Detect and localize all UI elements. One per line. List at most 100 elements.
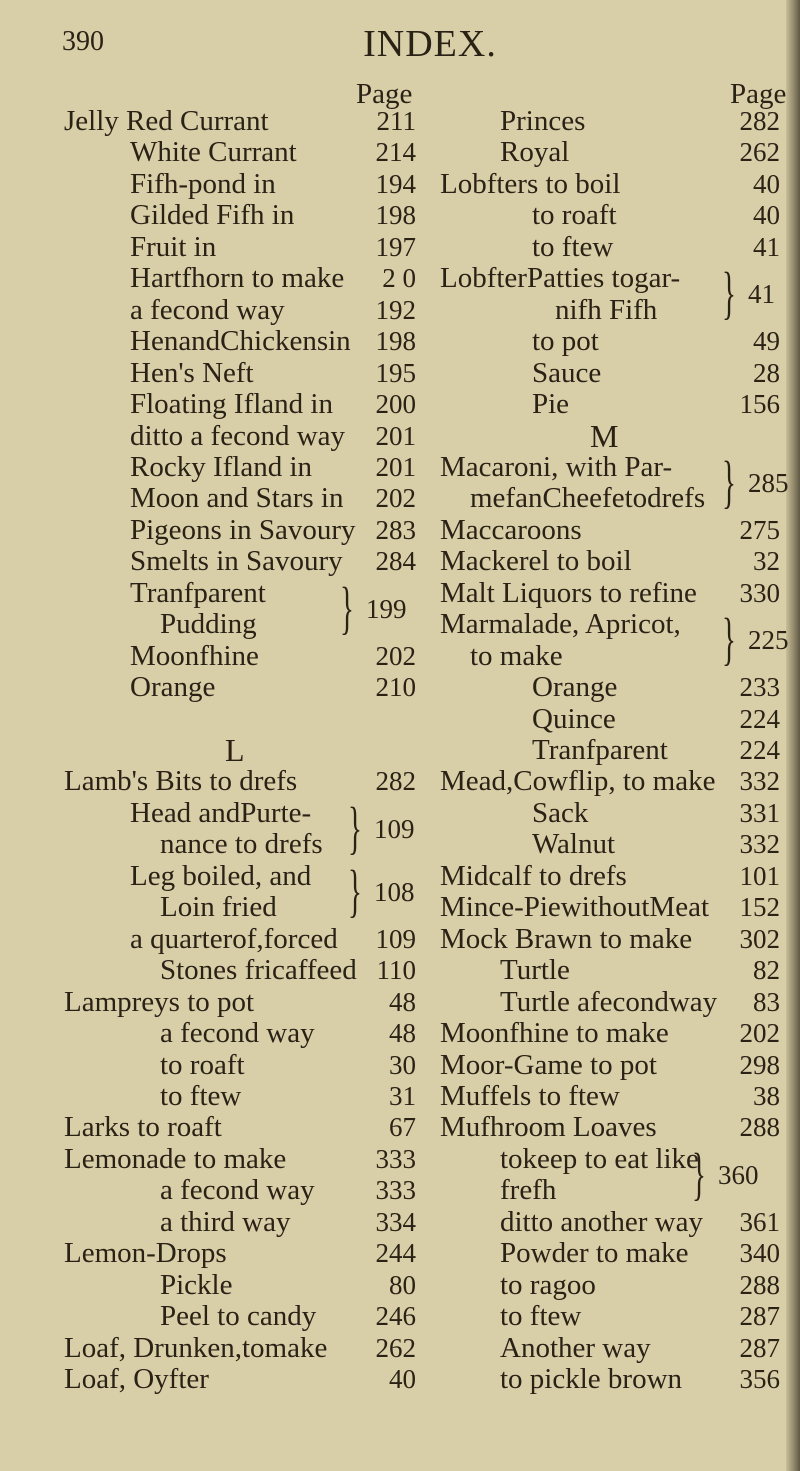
left-entry-page: 214: [375, 137, 417, 168]
right-entry-page: 101: [739, 860, 781, 891]
left-entry-page: 210: [375, 672, 417, 703]
left-index-entry: to roaft: [160, 1048, 245, 1081]
left-index-entry: Moon and Stars in: [130, 482, 344, 515]
right-entry-page: 156: [739, 389, 781, 420]
brace-icon: }: [692, 1140, 706, 1206]
right-index-entry: Princes: [500, 105, 586, 137]
right-index-entry: Malt Liquors to refine: [440, 576, 697, 609]
right-index-entry: frefh: [500, 1174, 557, 1207]
right-index-entry: Mead,Cowflip, to make: [440, 765, 716, 798]
right-entry-page: 361: [739, 1206, 781, 1237]
right-index-entry: Sack: [532, 796, 589, 829]
right-entry-page: 202: [739, 1018, 781, 1049]
right-index-entry: Muffels to ftew: [440, 1079, 620, 1112]
left-index-entry: Moonfhine: [130, 639, 259, 672]
right-index-entry: to ragoo: [500, 1268, 596, 1301]
left-entry-page: 194: [375, 168, 417, 199]
left-entry-page: 202: [375, 640, 417, 671]
left-index-entry: Orange: [130, 671, 216, 704]
right-entry-page: 330: [739, 577, 781, 608]
left-entry-page: 333: [375, 1143, 417, 1174]
right-index-entry: Powder to make: [500, 1237, 689, 1270]
left-index-entry: Lemon-Drops: [64, 1237, 227, 1270]
right-index-entry: Moonfhine to make: [440, 1017, 669, 1050]
left-section-letter: L: [225, 732, 245, 768]
right-index-entry: Moor-Game to pot: [440, 1048, 657, 1081]
right-index-entry: Royal: [500, 136, 570, 169]
left-entry-page: 31: [389, 1080, 416, 1111]
right-index-entry: Mince-PiewithoutMeat: [440, 891, 710, 924]
right-brace-page: 360: [718, 1159, 759, 1190]
left-entry-page: 333: [375, 1175, 417, 1206]
left-index-entry: a quarterof,forced: [130, 922, 338, 955]
right-entry-page: 282: [739, 106, 781, 136]
right-index-entry: Quince: [532, 702, 616, 735]
right-index-entry: to pickle brown: [500, 1363, 683, 1395]
left-index-entry: HenandChickensin: [130, 325, 351, 358]
left-index-entry: Peel to candy: [160, 1300, 317, 1333]
right-entry-page: 32: [753, 546, 780, 577]
left-index-entry: Hartfhorn to make: [130, 262, 345, 295]
right-index-entry: Another way: [500, 1331, 651, 1364]
right-entry-page: 356: [739, 1364, 781, 1394]
right-index-entry: Mufhroom Loaves: [440, 1111, 657, 1144]
right-index-entry: mefanCheefetodrefs: [470, 482, 706, 515]
left-entry-page: 198: [375, 200, 417, 231]
right-entry-page: 83: [753, 986, 780, 1017]
right-entry-page: 275: [739, 514, 781, 545]
right-entry-page: 41: [753, 231, 780, 262]
right-entry-page: 40: [753, 168, 780, 199]
left-index-entry: a fecond way: [130, 293, 285, 326]
left-entry-page: 40: [389, 1364, 416, 1394]
brace-icon: }: [722, 606, 736, 672]
right-entry-page: 332: [739, 766, 781, 797]
left-entry-page: 200: [375, 389, 417, 420]
left-entry-page: 283: [375, 514, 417, 545]
right-entry-page: 262: [739, 137, 781, 168]
right-brace-page: 285: [748, 467, 789, 498]
left-brace-page: 199: [366, 593, 407, 624]
left-entry-page: 110: [376, 955, 417, 986]
left-index-entry: a third way: [160, 1205, 291, 1238]
left-entry-page: 334: [375, 1206, 417, 1237]
left-entry-page: 211: [376, 106, 417, 136]
left-index-entry: Loaf, Oyfter: [64, 1363, 209, 1395]
right-index-entry: Maccaroons: [440, 513, 582, 546]
left-entry-page: 202: [375, 483, 417, 514]
right-index-entry: to make: [470, 639, 563, 672]
brace-icon: }: [348, 794, 362, 860]
left-entry-page: 195: [375, 357, 417, 388]
left-index-entry: Head andPurte-: [130, 796, 312, 829]
right-index-entry: Walnut: [532, 828, 616, 861]
left-index-entry: Hen's Neft: [130, 356, 254, 389]
right-entry-page: 82: [753, 955, 780, 986]
right-entry-page: 40: [753, 200, 780, 231]
right-index-entry: Mackerel to boil: [440, 545, 632, 578]
right-entry-page: 28: [753, 357, 780, 388]
right-index-entry: to ftew: [500, 1300, 582, 1333]
right-entry-page: 49: [753, 326, 780, 357]
right-section-letter: M: [590, 417, 619, 454]
left-index-entry: Lampreys to pot: [64, 985, 255, 1018]
left-index-entry: Lamb's Bits to drefs: [64, 765, 298, 798]
left-entry-page: 30: [389, 1049, 416, 1080]
left-index-entry: Rocky Ifland in: [130, 450, 313, 483]
left-entry-page: 67: [389, 1112, 416, 1143]
right-index-entry: to roaft: [532, 199, 617, 232]
left-index-entry: White Currant: [130, 136, 297, 169]
right-entry-page: 340: [739, 1238, 781, 1269]
left-entry-page: 109: [375, 923, 417, 954]
right-entry-page: 332: [739, 829, 781, 860]
left-entry-page: 48: [389, 986, 416, 1017]
left-index-entry: a fecond way: [160, 1174, 315, 1207]
right-index-entry: tokeep to eat like: [500, 1142, 699, 1175]
left-index-entry: Gilded Fifh in: [130, 199, 295, 232]
right-index-entry: Pie: [532, 388, 570, 421]
left-index-entry: Pudding: [160, 608, 257, 641]
brace-icon: }: [722, 448, 736, 514]
right-entry-page: 287: [739, 1301, 781, 1332]
book-binding-edge: [786, 0, 800, 1471]
left-entry-page: 201: [375, 420, 417, 451]
right-index-entry: Turtle: [500, 954, 570, 987]
left-entry-page: 192: [375, 294, 417, 325]
